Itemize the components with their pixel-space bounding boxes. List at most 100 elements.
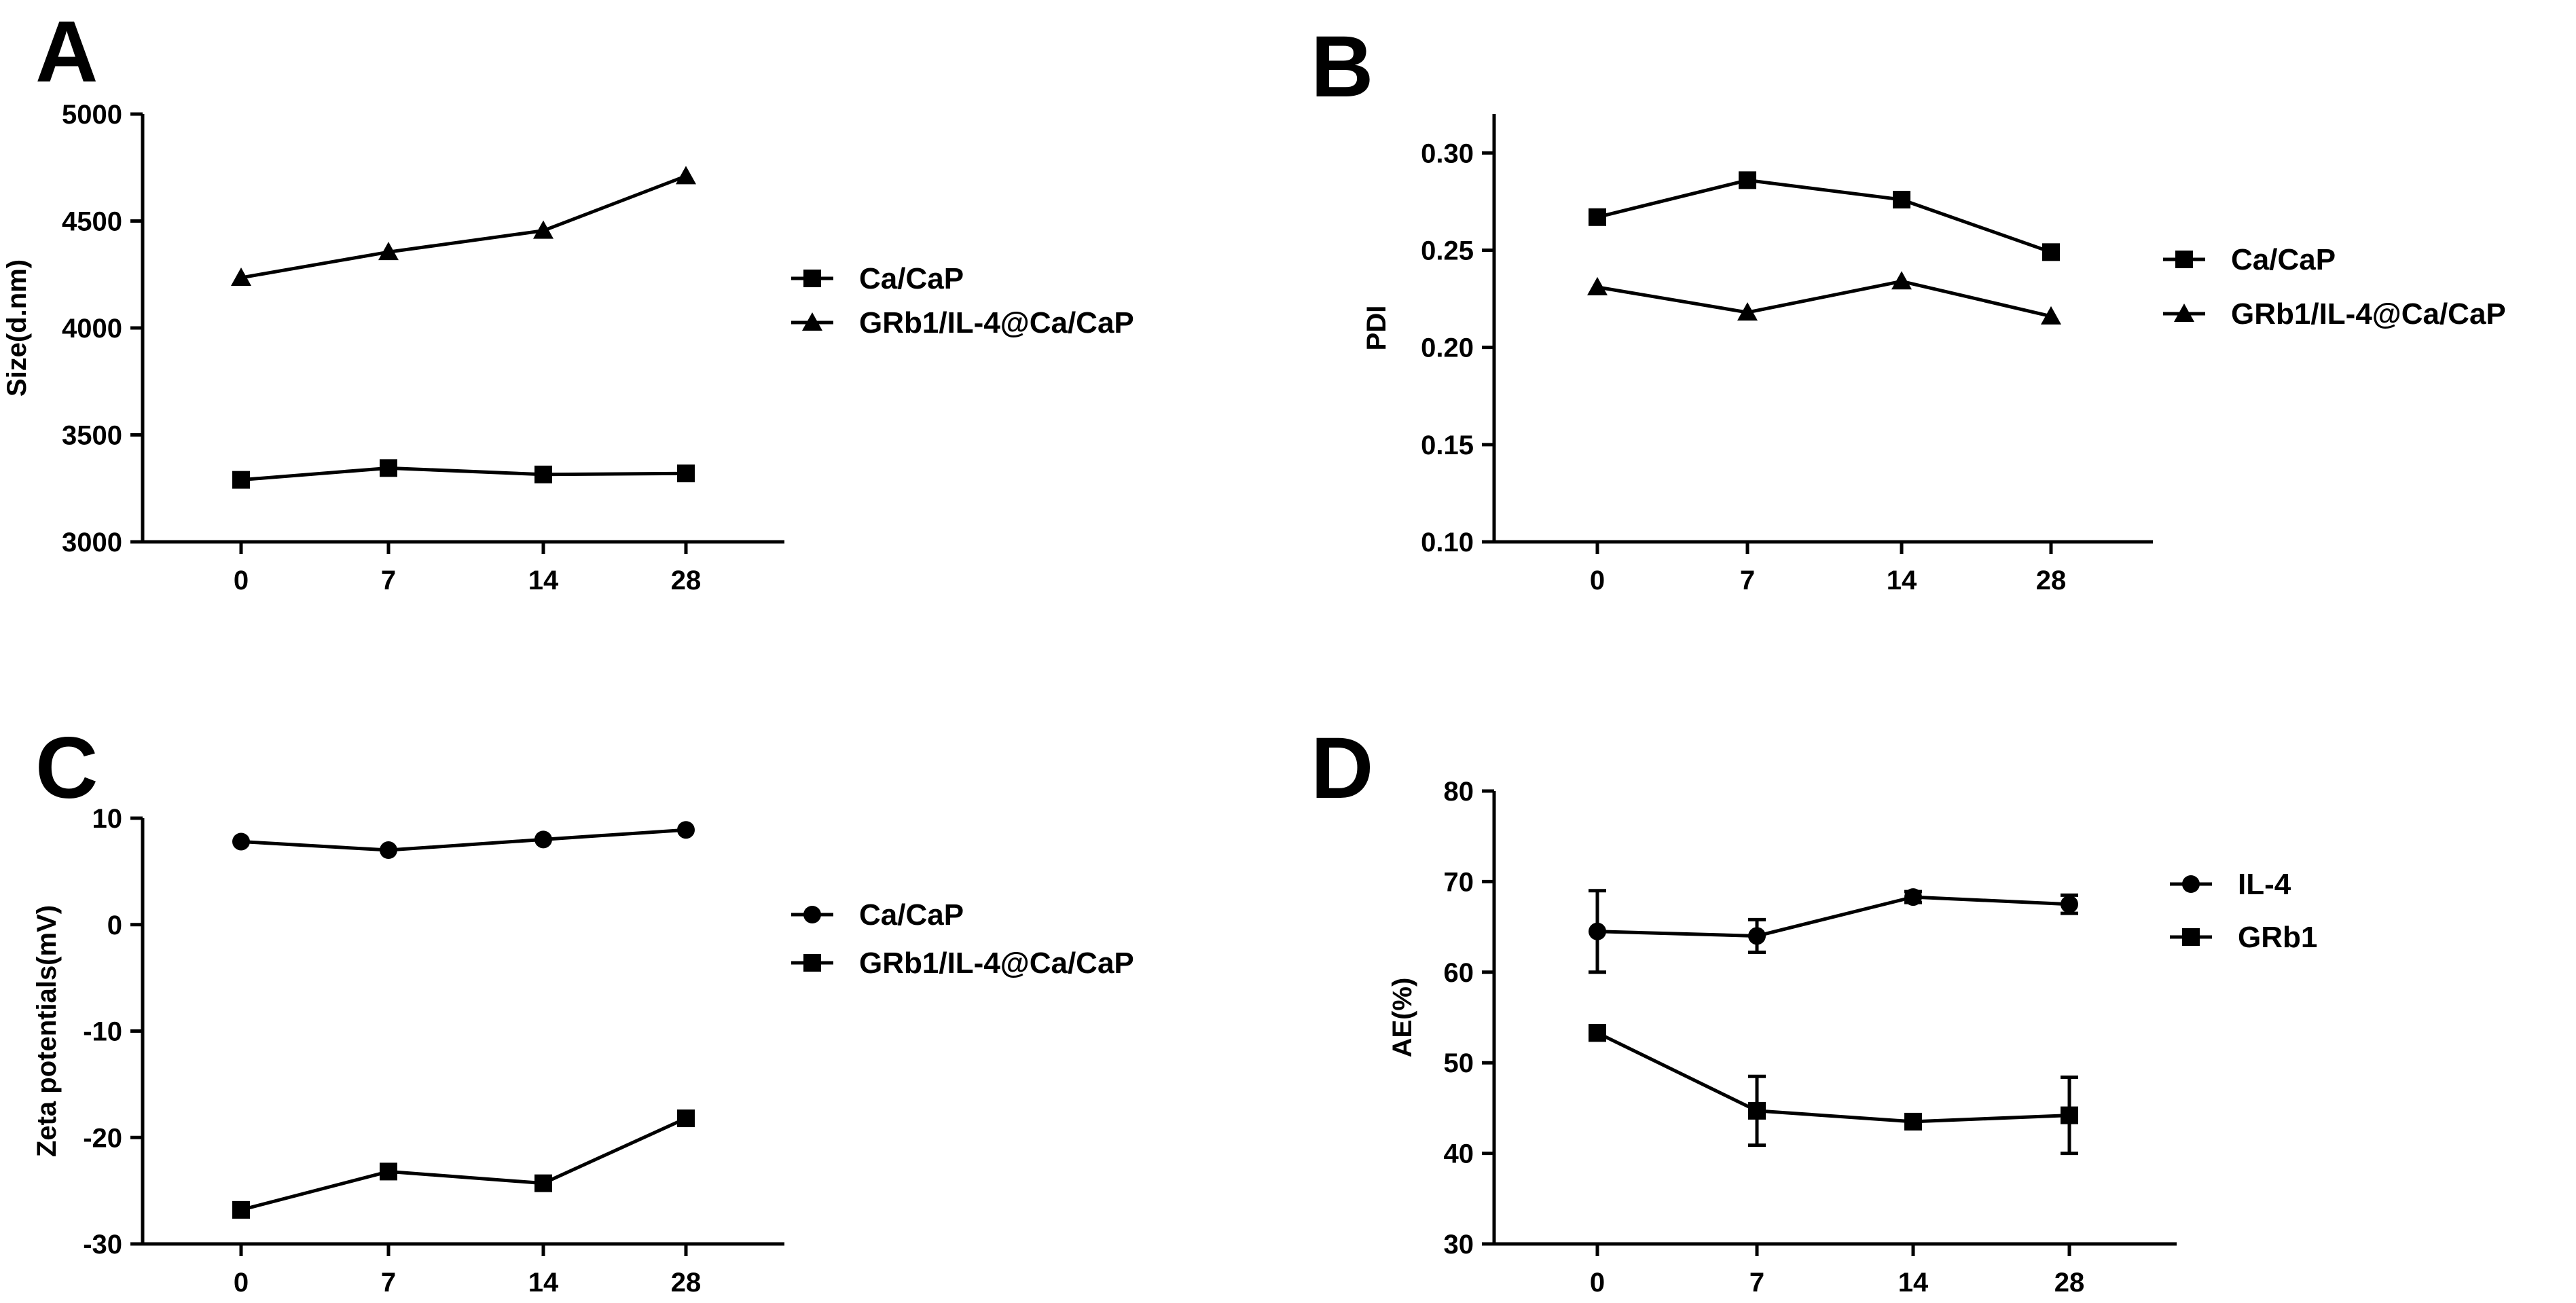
x-tick-label: 28 [671,566,702,595]
data-point [378,242,399,261]
y-tick-label: -10 [83,1017,122,1047]
y-tick-label: 0 [107,911,122,940]
data-point [534,465,552,483]
x-tick-label: 28 [2054,1268,2085,1298]
y-axis-label: PDI [1362,306,1392,351]
legend-marker [2182,928,2200,946]
data-point [1589,1024,1606,1042]
y-tick-label: -20 [83,1123,122,1153]
legend-label: Ca/CaP [859,262,964,295]
data-point [232,471,250,489]
data-point [1589,922,1606,940]
legend-marker [803,906,821,923]
data-point [1904,1112,1922,1131]
x-tick-label: 0 [1590,566,1605,595]
y-tick-label: 50 [1444,1048,1474,1078]
x-tick-label: 0 [1590,1268,1605,1298]
legend-entry: IL-4 [2170,868,2291,901]
data-point [1739,171,1756,189]
y-tick-label: -30 [83,1230,122,1260]
x-tick-label: 7 [1740,566,1755,595]
legend-label: IL-4 [2238,868,2291,901]
series-grb1-il-4-ca-cap [231,166,696,286]
legend-marker [803,270,821,287]
legend-marker [2182,875,2200,893]
legend-label: GRb1/IL-4@Ca/CaP [859,306,1134,339]
x-tick-label: 0 [234,1268,249,1298]
data-point [380,841,397,860]
y-tick-label: 0.10 [1421,528,1474,557]
data-point [2061,1106,2078,1124]
y-tick-label: 40 [1444,1139,1474,1169]
y-tick-label: 5000 [62,100,122,130]
data-point [1748,927,1766,945]
y-axis-label: Zeta potentials(mV) [32,905,62,1157]
data-point [1891,271,1912,290]
panel-letter: B [1311,18,1373,115]
data-point [534,1174,552,1192]
y-tick-label: 0.25 [1421,236,1474,265]
series-line [1597,895,2070,938]
series-line [240,1116,687,1212]
legend-entry: GRb1/IL-4@Ca/CaP [791,306,1134,339]
legend-entry: GRb1/IL-4@Ca/CaP [2163,297,2506,331]
data-point [677,464,695,483]
legend-marker [802,312,822,331]
legend-marker [2175,251,2193,268]
data-point [380,1162,397,1181]
y-tick-label: 0.15 [1421,430,1474,460]
legend-entry: GRb1/IL-4@Ca/CaP [791,947,1134,980]
legend-marker [803,954,821,972]
series-grb1 [1589,1024,2078,1156]
y-tick-label: 0.30 [1421,139,1474,168]
x-tick-label: 14 [528,566,559,595]
series-ca-cap [232,459,695,489]
data-point [2061,895,2078,913]
data-point [677,821,695,839]
y-tick-label: 3000 [62,528,122,557]
data-point [1904,888,1922,906]
data-point [1737,302,1758,321]
legend-label: GRb1 [2238,921,2317,954]
legend-label: Ca/CaP [859,898,964,932]
data-point [1893,191,1910,208]
panel-letter: A [35,3,98,100]
y-tick-label: 10 [92,804,123,834]
x-tick-label: 14 [528,1268,559,1298]
x-tick-label: 7 [381,1268,396,1298]
data-point [676,166,696,185]
y-axis-label: Size(d.nm) [2,259,32,397]
legend-entry: GRb1 [2170,921,2317,954]
x-tick-label: 7 [1749,1268,1764,1298]
panel-d: D 30 40 50 60 70 80 0 7 14 28 AE(%) IL-4 GRb1 [1311,720,2317,1298]
data-point [232,832,250,851]
y-tick-label: 30 [1444,1230,1474,1260]
series-il-4 [1589,888,2078,974]
y-tick-label: 3500 [62,421,122,451]
y-tick-label: 0.20 [1421,333,1474,363]
x-tick-label: 7 [381,566,396,595]
data-point [380,459,397,477]
legend-label: Ca/CaP [2231,243,2336,276]
series-line [240,466,687,482]
data-point [677,1109,695,1128]
data-point [534,830,552,849]
data-point [533,220,554,239]
series-ca-cap [1589,171,2060,261]
y-tick-label: 60 [1444,958,1474,988]
panel-b: B 0.10 0.15 0.20 0.25 0.30 0 7 14 28 PDI Ca/CaP GRb1… [1311,18,2506,595]
y-tick-label: 70 [1444,867,1474,897]
legend-label: GRb1/IL-4@Ca/CaP [2231,297,2506,331]
x-tick-label: 0 [234,566,249,595]
legend-marker [2174,304,2194,322]
series-line [240,175,687,280]
x-tick-label: 14 [1898,1268,1929,1298]
y-tick-label: 4500 [62,207,122,237]
x-tick-label: 28 [2036,566,2067,595]
x-tick-label: 28 [671,1268,702,1298]
series-line [1597,178,2052,254]
data-point [231,267,251,286]
legend-entry: Ca/CaP [2163,243,2336,276]
y-tick-label: 4000 [62,314,122,344]
data-point [2042,243,2060,261]
